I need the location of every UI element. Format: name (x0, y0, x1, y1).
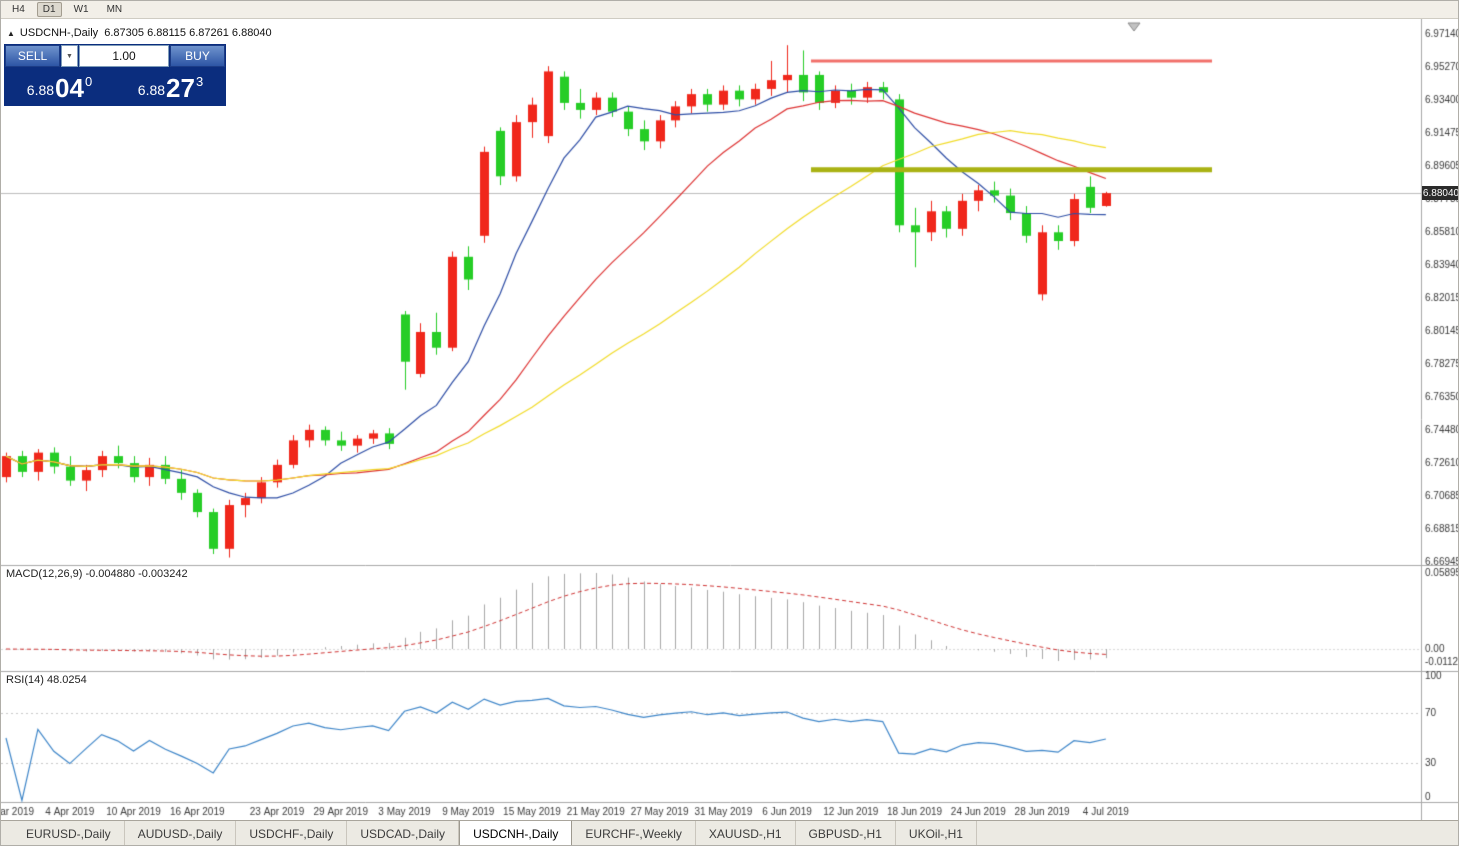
chart-tab[interactable]: AUDUSD-,Daily (125, 821, 237, 845)
timeframe-h4-button[interactable]: H4 (12, 4, 25, 15)
buy-button[interactable]: BUY (170, 45, 225, 67)
volume-dropdown[interactable]: ▼ (61, 45, 78, 67)
symbol-ohlc-text: USDCNH-,Daily 6.87305 6.88115 6.87261 6.… (19, 27, 272, 39)
buy-price-pips: 27 (166, 73, 195, 103)
chart-tab-bar: EURUSD-,Daily AUDUSD-,Daily USDCHF-,Daily U… (1, 820, 1458, 845)
chevron-down-icon: ▼ (66, 52, 73, 60)
chart-tab[interactable]: XAUUSD-,H1 (696, 821, 796, 845)
rsi-label: RSI(14) 48.0254 (6, 674, 87, 686)
chart-tab[interactable]: GBPUSD-,H1 (796, 821, 896, 845)
current-price-badge: 6.88040 (1422, 186, 1459, 200)
sell-price-pips: 04 (55, 73, 84, 103)
sell-price-point: 0 (84, 74, 93, 89)
volume-input[interactable]: 1.00 (79, 45, 169, 67)
chart-tab[interactable]: EURUSD-,Daily (13, 821, 125, 845)
buy-price-main: 6.88 (137, 82, 166, 98)
timeframe-mn-button[interactable]: MN (106, 4, 123, 15)
timeframe-d1-button[interactable]: D1 (36, 2, 62, 17)
one-click-trading-panel: SELL ▼ 1.00 BUY 6.88 04 0 6.88 27 3 (4, 44, 226, 106)
chart-tab[interactable]: USDCNH-,Daily (459, 821, 573, 845)
chart-canvas[interactable] (1, 19, 1458, 820)
buy-price[interactable]: 6.88 27 3 (116, 68, 225, 105)
timeframe-toolbar: H4 D1 W1 MN (1, 1, 1458, 19)
chart-tab[interactable]: USDCHF-,Daily (236, 821, 348, 845)
sell-price-main: 6.88 (26, 82, 55, 98)
chart-tab[interactable]: UKOil-,H1 (896, 821, 977, 845)
chart-tab[interactable]: USDCAD-,Daily (347, 821, 460, 845)
sell-price[interactable]: 6.88 04 0 (5, 68, 114, 105)
buy-price-point: 3 (195, 74, 204, 89)
one-click-toggle-icon[interactable]: ▲ (7, 28, 15, 38)
sell-button[interactable]: SELL (5, 45, 60, 67)
quote-line: ▲ USDCNH-,Daily 6.87305 6.88115 6.87261 … (7, 27, 272, 39)
timeframe-w1-button[interactable]: W1 (73, 4, 89, 15)
trade-prices-row: 6.88 04 0 6.88 27 3 (5, 68, 225, 105)
trade-controls-row: SELL ▼ 1.00 BUY (5, 45, 225, 67)
macd-label: MACD(12,26,9) -0.004880 -0.003242 (6, 568, 188, 580)
chart-tab[interactable]: EURCHF-,Weekly (572, 821, 696, 845)
